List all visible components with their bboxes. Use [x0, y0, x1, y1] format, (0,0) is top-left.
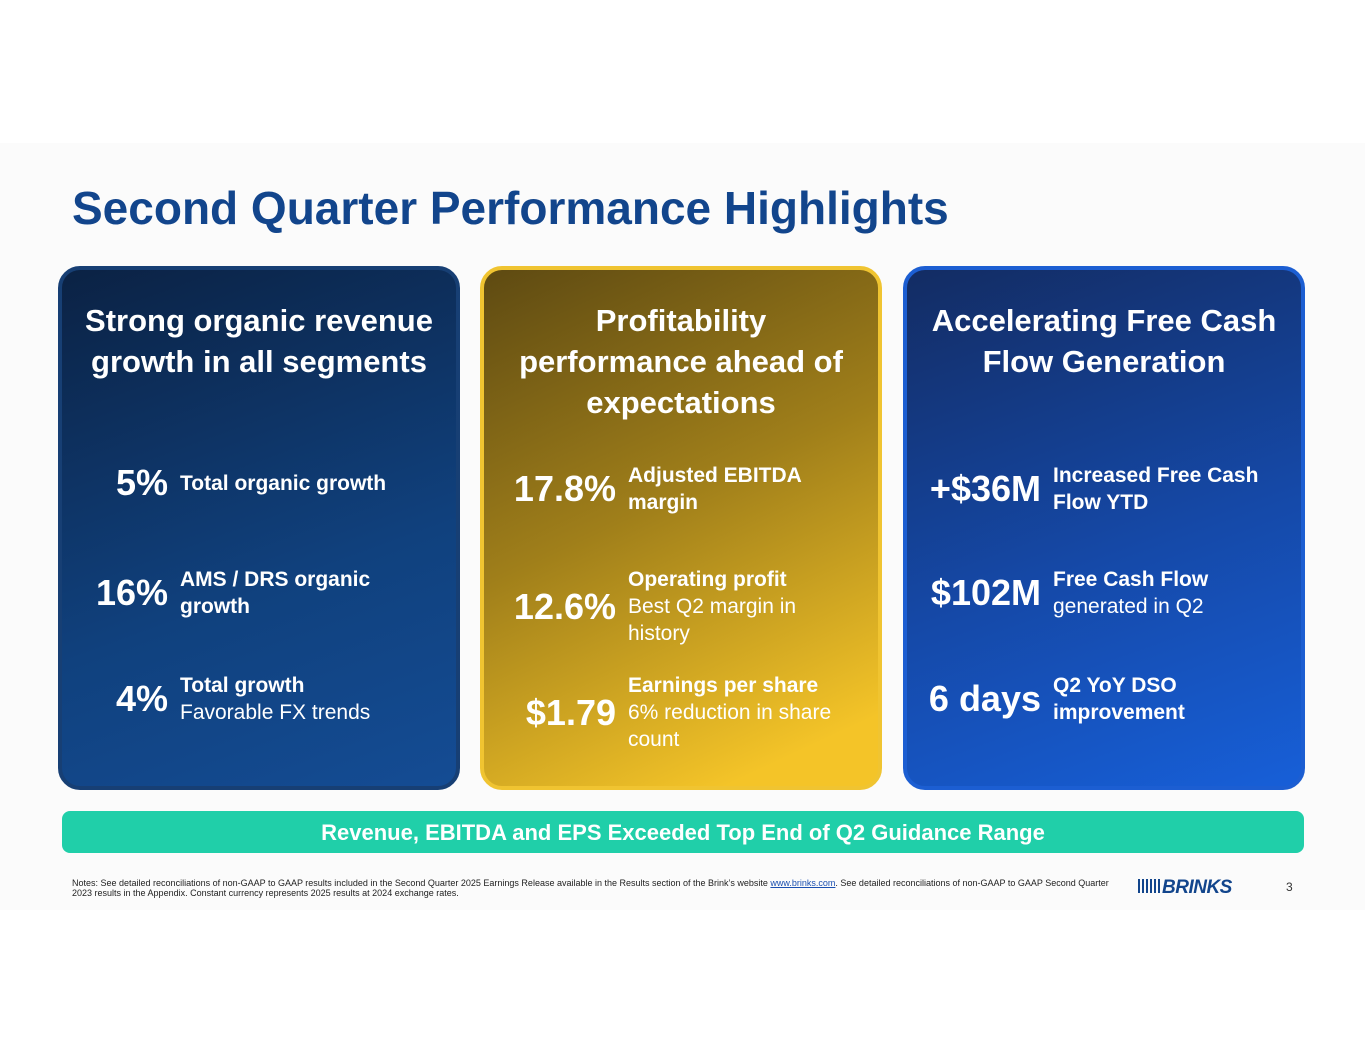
- metric-title: Earnings per share: [628, 674, 819, 697]
- notes-text: . See detailed reconciliations of non-GA…: [72, 878, 1109, 898]
- metric-title: Total organic growth: [180, 471, 387, 495]
- notes: Notes: See detailed reconciliations of n…: [72, 878, 1112, 898]
- page-number: 3: [1286, 880, 1293, 894]
- link[interactable]: www.brinks.com: [770, 878, 836, 888]
- card: Accelerating Free Cash Flow Generation +$…: [903, 266, 1305, 790]
- metric-label: Operating profit Best Q2 margin in histor…: [628, 566, 848, 647]
- metric-label: Free Cash Flow generated in Q2: [1053, 566, 1273, 620]
- title: Second Quarter Performance Highlights: [72, 182, 949, 234]
- metric: +$36M Increased Free Cash Flow YTD: [907, 462, 1301, 516]
- metric-label: Increased Free Cash Flow YTD: [1053, 462, 1273, 516]
- card-heading: Strong organic revenue growth in all seg…: [85, 303, 433, 379]
- metric-detail: Best Q2 margin in history: [628, 595, 797, 645]
- metric: 12.6% Operating profit Best Q2 margin in h…: [484, 566, 878, 647]
- metric-value: 16%: [95, 572, 168, 613]
- metric-title: Total growth: [180, 674, 305, 697]
- metric-title: Free Cash Flow: [1053, 568, 1209, 591]
- notes-text: Notes: See detailed reconciliations of n…: [72, 878, 771, 888]
- metric-label: AMS / DRS organic growth: [180, 566, 400, 620]
- logo: BRINKS: [1138, 877, 1232, 899]
- metric: 16% AMS / DRS organic growth: [62, 566, 456, 620]
- metric-title: AMS / DRS organic growth: [180, 568, 371, 618]
- metric-detail: Favorable FX trends: [180, 701, 371, 724]
- card-heading: Accelerating Free Cash Flow Generation: [931, 303, 1277, 379]
- metric-label: Total growth Favorable FX trends: [180, 672, 400, 726]
- metric-title: Operating profit: [628, 568, 787, 591]
- metric-value: 5%: [115, 462, 168, 503]
- metric: 6 days Q2 YoY DSO improvement: [907, 672, 1301, 726]
- metric-label: Adjusted EBITDA margin: [628, 462, 848, 516]
- metric: $102M Free Cash Flow generated in Q2: [907, 566, 1301, 620]
- metric: 5% Total organic growth: [62, 462, 456, 504]
- card: Strong organic revenue growth in all seg…: [58, 266, 460, 790]
- metric-value: 4%: [115, 678, 168, 719]
- metric-value: 12.6%: [513, 585, 616, 627]
- metric: $1.79 Earnings per share 6% reduction in s…: [484, 672, 878, 753]
- metric-detail: 6% reduction in share count: [628, 701, 832, 751]
- metric-title: Increased Free Cash Flow YTD: [1053, 464, 1259, 514]
- metric-value: 6 days: [928, 678, 1041, 719]
- metric: 4% Total growth Favorable FX trends: [62, 672, 456, 726]
- metric-label: Q2 YoY DSO improvement: [1053, 672, 1273, 726]
- metric-label: Total organic growth: [180, 470, 400, 497]
- metric-detail: generated in Q2: [1053, 595, 1204, 618]
- metric-value: $102M: [930, 572, 1041, 613]
- metric-value: +$36M: [929, 468, 1041, 509]
- metric-title: Q2 YoY DSO improvement: [1053, 674, 1185, 724]
- card: Profitability performance ahead of expec…: [480, 266, 882, 790]
- metric-label: Earnings per share 6% reduction in share …: [628, 672, 848, 753]
- metric-value: 17.8%: [513, 468, 616, 509]
- card-heading: Profitability performance ahead of expec…: [519, 303, 843, 420]
- metric-title: Adjusted EBITDA margin: [628, 464, 802, 514]
- metric-value: $1.79: [525, 691, 616, 733]
- banner: Revenue, EBITDA and EPS Exceeded Top End…: [62, 811, 1304, 853]
- metric: 17.8% Adjusted EBITDA margin: [484, 462, 878, 516]
